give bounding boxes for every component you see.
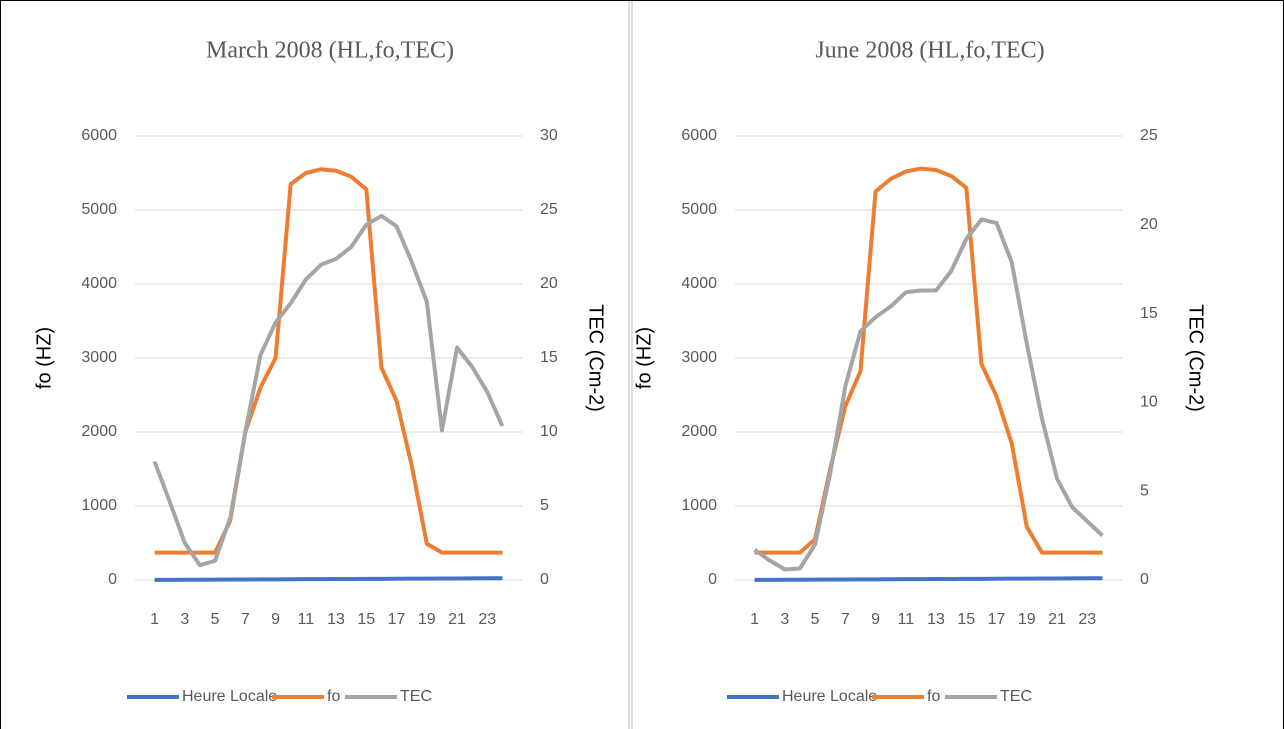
series-line: [152, 213, 505, 568]
legend-label: fo: [327, 688, 340, 705]
series-line: [154, 167, 503, 555]
y2-tick-label: 5: [540, 497, 549, 514]
y2-tick-label: 5: [1140, 482, 1149, 499]
series-line: [154, 576, 503, 582]
legend-label: Heure Locale: [182, 688, 277, 705]
legend-label: fo: [927, 688, 940, 705]
x-tick-label: 23: [478, 611, 496, 628]
y-tick-label: 0: [108, 571, 117, 588]
x-tick-label: 5: [211, 611, 220, 628]
series-line: [754, 166, 1103, 555]
chart-title: June 2008 (HL,fo,TEC): [815, 38, 1044, 64]
x-tick-label: 3: [780, 611, 789, 628]
y2-tick-label: 20: [540, 275, 558, 292]
x-tick-label: 11: [898, 611, 915, 628]
y-tick-label: 4000: [81, 275, 117, 292]
x-tick-label: 21: [448, 611, 466, 628]
y-tick-label: 3000: [681, 349, 717, 366]
y2-tick-label: 15: [1140, 305, 1158, 322]
x-tick-label: 1: [150, 611, 159, 628]
y2-tick-label: 20: [1140, 216, 1158, 233]
x-tick-label: 9: [271, 611, 280, 628]
legend-label: TEC: [1000, 688, 1032, 705]
y-tick-label: 1000: [81, 497, 117, 514]
y-tick-label: 1000: [681, 497, 717, 514]
y2-tick-label: 0: [1140, 571, 1149, 588]
series-line: [754, 576, 1103, 582]
y2-tick-label: 15: [540, 349, 558, 366]
y-axis-title: fo (HZ): [633, 327, 655, 389]
x-tick-label: 17: [988, 611, 1006, 628]
y2-tick-label: 0: [540, 571, 549, 588]
x-tick-label: 23: [1078, 611, 1096, 628]
legend-label: TEC: [400, 688, 432, 705]
x-tick-label: 17: [388, 611, 406, 628]
x-tick-label: 5: [811, 611, 820, 628]
x-tick-label: 1: [750, 611, 759, 628]
y-tick-label: 6000: [81, 127, 117, 144]
y-tick-label: 3000: [81, 349, 117, 366]
x-tick-label: 15: [957, 611, 975, 628]
y-tick-label: 4000: [681, 275, 717, 292]
y-tick-label: 6000: [681, 127, 717, 144]
y2-axis-title: TEC (Cm-2): [1185, 304, 1207, 412]
chart-title: March 2008 (HL,fo,TEC): [206, 38, 454, 64]
x-tick-label: 13: [927, 611, 945, 628]
y-tick-label: 5000: [681, 201, 717, 218]
x-tick-label: 9: [871, 611, 880, 628]
series-line: [753, 217, 1104, 572]
y-tick-label: 5000: [81, 201, 117, 218]
legend-label: Heure Locale: [782, 688, 877, 705]
y-tick-label: 0: [708, 571, 717, 588]
x-tick-label: 3: [180, 611, 189, 628]
y2-tick-label: 25: [540, 201, 558, 218]
y2-tick-label: 25: [1140, 127, 1158, 144]
x-tick-label: 19: [418, 611, 436, 628]
y2-tick-label: 10: [540, 423, 558, 440]
x-tick-label: 7: [841, 611, 850, 628]
x-tick-label: 13: [327, 611, 345, 628]
y2-tick-label: 30: [540, 127, 558, 144]
x-tick-label: 7: [241, 611, 250, 628]
y-tick-label: 2000: [81, 423, 117, 440]
y-tick-label: 2000: [681, 423, 717, 440]
x-tick-label: 11: [298, 611, 315, 628]
x-tick-label: 19: [1018, 611, 1036, 628]
y-axis-title: fo (HZ): [33, 327, 55, 389]
y2-tick-label: 10: [1140, 394, 1158, 411]
x-tick-label: 21: [1048, 611, 1066, 628]
x-tick-label: 15: [357, 611, 375, 628]
y2-axis-title: TEC (Cm-2): [585, 304, 607, 412]
